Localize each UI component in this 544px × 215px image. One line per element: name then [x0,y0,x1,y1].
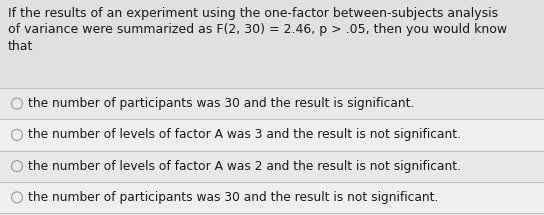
Bar [0,150,544,182]
Bar [0,0,544,88]
Text: the number of participants was 30 and the result is significant.: the number of participants was 30 and th… [28,97,414,110]
Text: of variance were summarized as F(2, 30) = 2.46, p > .05, then you would know: of variance were summarized as F(2, 30) … [8,23,507,37]
Bar [0,119,544,150]
Text: the number of levels of factor A was 3 and the result is not significant.: the number of levels of factor A was 3 a… [28,128,461,141]
Text: If the results of an experiment using the one-factor between-subjects analysis: If the results of an experiment using th… [8,8,498,20]
Text: the number of levels of factor A was 2 and the result is not significant.: the number of levels of factor A was 2 a… [28,160,461,173]
Bar [0,182,544,213]
Bar [0,88,544,119]
Text: the number of participants was 30 and the result is not significant.: the number of participants was 30 and th… [28,191,438,204]
Text: that: that [8,40,33,54]
